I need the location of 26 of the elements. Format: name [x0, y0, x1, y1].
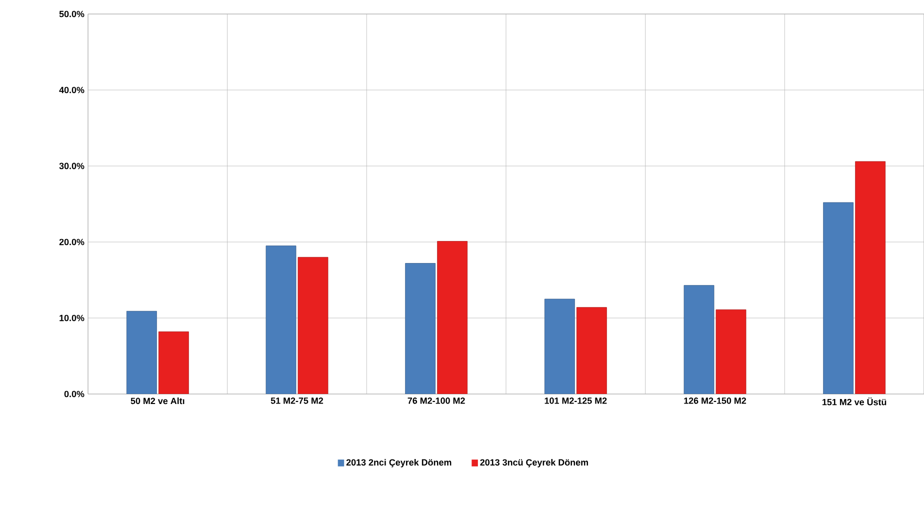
x-tick-label: 50 M2 ve Altı [130, 398, 184, 404]
y-tick-label: 30.0% [59, 162, 84, 170]
bar [716, 309, 746, 394]
bar [298, 257, 328, 394]
y-tick-label: 0.0% [64, 390, 84, 398]
bar [405, 263, 436, 394]
bar [437, 241, 468, 394]
y-tick-label: 20.0% [59, 238, 84, 246]
bar [544, 298, 575, 394]
bar [684, 285, 714, 394]
x-tick-label: 151 M2 ve Üstü [822, 398, 886, 406]
x-tick-label: 51 M2-75 M2 [270, 398, 324, 404]
bar [855, 161, 886, 394]
legend-label: 2013 3ncü Çeyrek Dönem [480, 458, 588, 468]
legend-label: 2013 2nci Çeyrek Dönem [346, 458, 452, 468]
x-tick-label: 76 M2-100 M2 [408, 398, 465, 404]
bar [576, 307, 607, 394]
x-tick-label: 101 M2-125 M2 [544, 398, 607, 404]
y-tick-label: 10.0% [60, 314, 84, 322]
y-tick-label: 40.0% [59, 86, 84, 94]
y-tick-label: 50.0% [59, 10, 84, 18]
x-tick-label: 126 M2-150 M2 [684, 398, 746, 404]
bar [266, 246, 296, 394]
bar [158, 331, 189, 394]
bar [126, 310, 157, 394]
bar [823, 202, 854, 394]
